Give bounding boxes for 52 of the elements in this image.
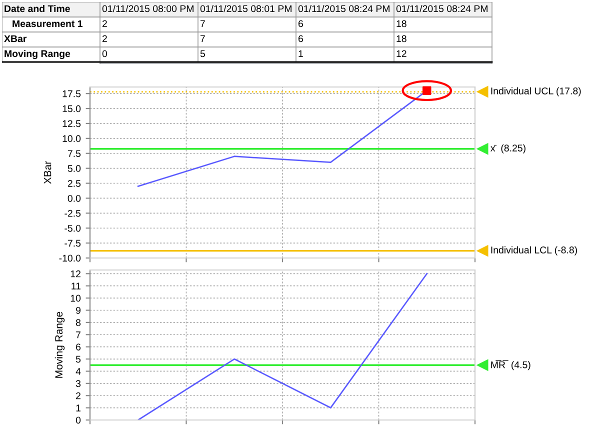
ref-line-label: M̅R̅ (4.5): [491, 360, 530, 370]
line-series: [137, 272, 428, 420]
category-label: 01/11/2015 08:01 PM: [200, 4, 292, 12]
y-tick-label: 10.0: [62, 135, 81, 142]
y-tick-label: 4: [76, 368, 81, 375]
y-tick-label: 17.5: [62, 90, 81, 98]
y-tick-label: 10: [70, 294, 81, 302]
y-tick-label: 2: [76, 392, 80, 400]
data-label: 0: [102, 50, 108, 58]
y-tick-label: -5.0: [64, 224, 81, 232]
text: XBar: [4, 35, 27, 42]
category-label: 01/11/2015 08:24 PM: [396, 4, 488, 12]
y-tick-label: -2.5: [64, 210, 81, 217]
text: Date and Time: [4, 4, 70, 12]
data-label: 12: [396, 50, 406, 58]
data-label: 2: [102, 20, 107, 28]
y-tick-label: 15.0: [62, 105, 81, 112]
category-label: 01/11/2015 08:00 PM: [102, 4, 194, 12]
data-label: 1: [298, 50, 303, 58]
y-tick-label: 2.5: [68, 180, 81, 187]
y-tick-label: 5.0: [68, 165, 81, 172]
y-tick-label: 0: [76, 416, 81, 424]
y-tick-label: 9: [76, 306, 81, 314]
data-label: 2: [102, 35, 107, 42]
ref-line-label: x̄ (8.25): [490, 144, 526, 154]
y-tick-label: 3: [76, 380, 81, 388]
y-tick-label: -7.5: [64, 240, 81, 247]
ref-line-label: Individual UCL (17.8): [491, 87, 581, 96]
text: Measurement 1: [12, 20, 83, 28]
y-tick-label: 7.5: [68, 150, 81, 157]
y-tick-label: 1: [76, 404, 80, 412]
y-tick-label: 0.0: [68, 194, 81, 202]
y-tick-label: 5: [76, 356, 81, 363]
y-tick-label: 12: [70, 270, 80, 278]
y-tick-label: 8: [76, 319, 81, 326]
y-tick-label: 6: [76, 344, 81, 350]
data-label: 7: [200, 20, 205, 28]
ref-line-label: Individual LCL (-8.8): [491, 246, 577, 256]
data-label: 5: [200, 50, 205, 58]
data-label: 18: [396, 20, 406, 28]
data-label: 6: [298, 35, 303, 42]
y-axis-title: XBar: [44, 161, 52, 184]
data-label: 7: [200, 35, 205, 42]
y-tick-label: 7: [76, 331, 80, 338]
y-tick-label: -10.0: [59, 254, 81, 262]
text: Moving Range: [4, 50, 70, 60]
data-label: 6: [298, 20, 303, 28]
data-label: 18: [396, 35, 406, 42]
y-axis-title: Moving Range: [54, 312, 65, 378]
category-label: 01/11/2015 08:24 PM: [298, 4, 390, 12]
y-tick-label: 12.5: [62, 120, 81, 128]
y-tick-label: 11: [72, 282, 80, 290]
